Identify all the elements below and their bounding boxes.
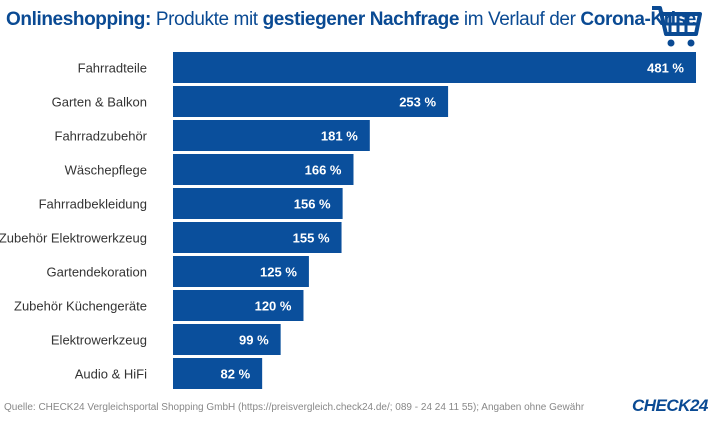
title-segment: im Verlauf der xyxy=(459,9,581,30)
bar xyxy=(173,86,449,117)
title-segment: Onlineshopping: xyxy=(6,9,151,30)
category-label: Zubehör Küchengeräte xyxy=(14,299,147,314)
data-label: 156 % xyxy=(294,197,331,212)
category-label: Fahrradteile xyxy=(78,61,147,76)
data-label: 155 % xyxy=(293,231,330,246)
title-segment: gestiegener Nachfrage xyxy=(262,9,460,30)
category-label: Fahrradbekleidung xyxy=(39,197,147,212)
bar xyxy=(173,324,281,355)
bar xyxy=(173,222,342,253)
category-label: Gartendekoration xyxy=(47,265,147,280)
data-label: 481 % xyxy=(647,61,684,76)
title-segment: Produkte mit xyxy=(150,9,263,30)
bar xyxy=(173,120,370,151)
bar xyxy=(173,154,354,185)
data-label: 82 % xyxy=(221,367,251,382)
shopping-cart-icon xyxy=(652,6,702,47)
data-label: 120 % xyxy=(255,299,292,314)
bar-chart: Fahrradteile 481 % Garten & Balkon 253 % Fah… xyxy=(0,52,696,389)
source-note: Quelle: CHECK24 Vergleichsportal Shoppin… xyxy=(4,402,585,413)
bar xyxy=(173,358,263,389)
bar xyxy=(173,52,696,83)
data-label: 166 % xyxy=(305,163,342,178)
category-label: Garten & Balkon xyxy=(52,95,147,110)
data-label: 125 % xyxy=(260,265,297,280)
bar xyxy=(173,188,343,219)
data-label: 253 % xyxy=(399,95,436,110)
bar xyxy=(173,256,309,287)
category-label: Audio & HiFi xyxy=(75,367,147,382)
data-label: 99 % xyxy=(239,333,269,348)
chart-title: Onlineshopping: Produkte mit gestiegener… xyxy=(6,9,696,31)
category-label: Wäschepflege xyxy=(65,163,147,178)
bar xyxy=(173,290,304,321)
check24-logo: CHECK24 xyxy=(632,396,708,415)
category-label: Fahrradzubehör xyxy=(55,129,148,144)
category-label: Elektrowerkzeug xyxy=(51,333,147,348)
data-label: 181 % xyxy=(321,129,358,144)
category-label: Zubehör Elektrowerkzeug xyxy=(0,231,147,246)
